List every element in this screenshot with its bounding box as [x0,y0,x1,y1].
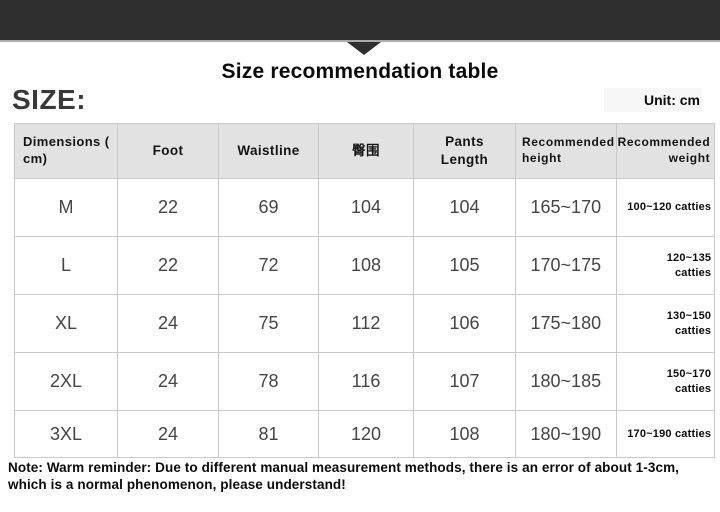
rec_height-cell: 180~185 [515,352,617,411]
rec_weight-cell: 120~135 catties [615,236,716,295]
table-header-row: Dimensions ( cm) Foot Waistline 臀围 Pants… [14,123,716,179]
rec_height-cell: 170~175 [515,236,617,295]
pants_length-cell: 105 [413,236,516,295]
size-cell: 3XL [14,410,118,458]
table-row: XL 24 75 112 106 175~180 130~150 catties [14,294,716,353]
col-header-pants-length: Pants Length [413,123,516,179]
hip-cell: 120 [318,410,414,458]
banner-notch-triangle [347,42,381,55]
col-header-waistline: Waistline [218,123,319,179]
unit-label: Unit: cm [604,88,702,112]
size-heading: SIZE: [12,84,87,115]
hip-cell: 104 [318,178,414,237]
size-cell: L [14,236,118,295]
waistline-cell: 72 [218,236,319,295]
table-row: M 22 69 104 104 165~170 100~120 catties [14,178,716,237]
hip-cell: 112 [318,294,414,353]
col-header-foot: Foot [117,123,219,179]
foot-cell: 24 [117,294,219,353]
waistline-cell: 78 [218,352,319,411]
rec_weight-cell: 170~190 catties [615,410,716,458]
col-header-recommended-weight: Recommended weight [615,123,716,179]
page-title: Size recommendation table [221,60,499,83]
rec_height-cell: 165~170 [515,178,617,237]
waistline-cell: 75 [218,294,319,353]
waistline-cell: 69 [218,178,319,237]
size-cell: 2XL [14,352,118,411]
rec_height-cell: 175~180 [515,294,617,353]
foot-cell: 24 [117,352,219,411]
table-row: 2XL 24 78 116 107 180~185 150~170 catties [14,352,716,411]
hip-cell: 116 [318,352,414,411]
pants_length-cell: 108 [413,410,516,458]
table-row: L 22 72 108 105 170~175 120~135 catties [14,236,716,295]
measurement-note: Note: Warm reminder: Due to different ma… [8,460,680,492]
size-cell: M [14,178,118,237]
foot-cell: 22 [117,178,219,237]
col-header-dimensions: Dimensions ( cm) [14,123,118,179]
pants_length-cell: 107 [413,352,516,411]
pants_length-cell: 104 [413,178,516,237]
pants_length-cell: 106 [413,294,516,353]
col-header-hip: 臀围 [318,123,414,179]
rec_weight-cell: 150~170 catties [615,352,716,411]
size-cell: XL [14,294,118,353]
hip-cell: 108 [318,236,414,295]
rec_height-cell: 180~190 [515,410,617,458]
foot-cell: 22 [117,236,219,295]
table-row: 3XL 24 81 120 108 180~190 170~190 catties [14,410,716,458]
size-recommendation-table: Dimensions ( cm) Foot Waistline 臀围 Pants… [14,123,716,458]
rec_weight-cell: 130~150 catties [615,294,716,353]
rec_weight-cell: 100~120 catties [615,178,716,237]
foot-cell: 24 [117,410,219,458]
top-banner [0,0,720,42]
col-header-recommended-height: Recommended height [515,123,617,179]
waistline-cell: 81 [218,410,319,458]
